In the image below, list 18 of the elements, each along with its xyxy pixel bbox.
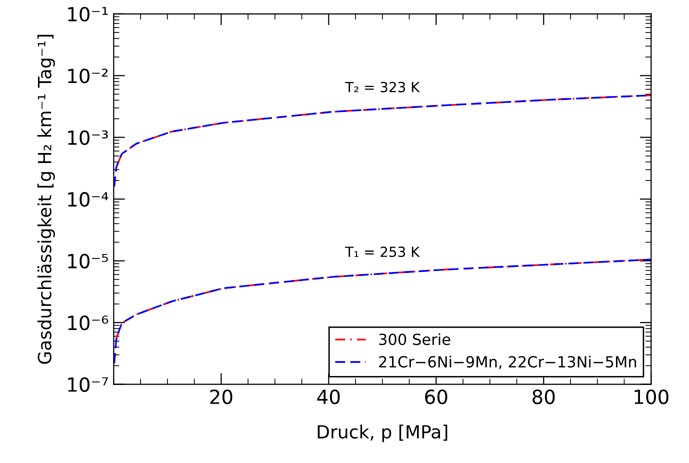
x-axis-title: Druck, p [MPa] xyxy=(318,424,448,442)
legend-label: 300 Serie xyxy=(379,333,450,346)
y-tick-label: 10⁻⁵ xyxy=(68,254,108,268)
legend-label: 21Cr−6Ni−9Mn, 22Cr−13Ni−5Mn xyxy=(379,356,636,370)
x-tick-label: 60 xyxy=(425,389,448,404)
y-tick-label: 10⁻⁴ xyxy=(68,192,108,207)
y-tick-label: 10⁻⁷ xyxy=(68,377,108,392)
y-axis-title: Gasdurchlässigkeit [g H₂ km⁻¹ Tag⁻¹] xyxy=(37,34,55,364)
y-tick-label: 10⁻² xyxy=(68,68,108,84)
x-tick-label: 80 xyxy=(532,389,555,404)
y-tick-label: 10⁻⁶ xyxy=(68,316,108,330)
y-tick-label: 10⁻¹ xyxy=(68,6,108,22)
x-tick-label: 40 xyxy=(317,389,340,404)
x-tick-label: 20 xyxy=(210,389,232,404)
y-tick-label: 10⁻³ xyxy=(68,130,108,146)
annotation: T₂ = 323 K xyxy=(345,82,420,92)
x-tick-label: 100 xyxy=(634,389,668,404)
annotation: T₁ = 253 K xyxy=(345,246,420,258)
